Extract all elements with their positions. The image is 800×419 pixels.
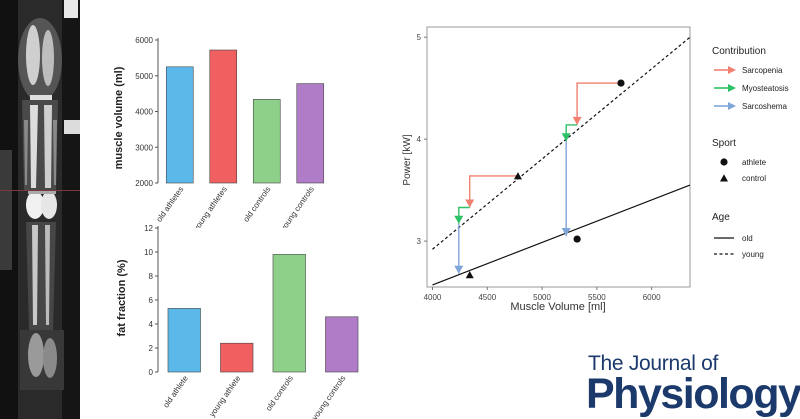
y-tick-label: 4 [149, 320, 154, 329]
bar-young-controls [296, 83, 325, 184]
y-tick-label: 4000 [135, 108, 153, 117]
y-tick-label: 5 [417, 33, 422, 42]
x-tick-label: young athlete [207, 374, 242, 419]
bar-young-controls [325, 316, 359, 373]
y-tick-label: 4 [417, 135, 422, 144]
contribution-arrowhead [454, 215, 464, 224]
legend-sport-label: control [742, 174, 766, 183]
power-vs-muscle-volume-chart: 4000 4500 5000 5500 6000 3 4 5 Muscle Volume [m… [402, 26, 789, 313]
chart3-legend: Contribution Sarcopenia Myosteatosis Sarcos… [712, 46, 789, 259]
x-tick-label: 4500 [478, 293, 496, 302]
control-point [513, 172, 522, 180]
legend-sport-label: athlete [742, 158, 767, 167]
legend-sport-triangle [720, 174, 728, 182]
bar-old-controls [252, 99, 281, 184]
y-tick-label: 6 [149, 296, 154, 305]
contribution-arrowhead [561, 133, 571, 142]
legend-age-label: young [742, 250, 764, 259]
athlete-point [617, 79, 625, 87]
contribution-arrowhead [572, 116, 582, 125]
bar-young-athlete [220, 342, 254, 373]
bar-young-athletes [209, 49, 238, 184]
x-tick-label: old athlete [161, 374, 190, 410]
chart3-plot-area [426, 26, 691, 288]
legend-age-label: old [742, 234, 753, 243]
y-tick-label: 3 [417, 237, 422, 246]
legend-title-age: Age [712, 212, 730, 223]
journal-logo: The Journal of Physiology [586, 350, 800, 419]
x-tick-label: 6000 [643, 293, 661, 302]
journal-logo-line1: The Journal of [588, 352, 719, 375]
legend-title-contribution: Contribution [712, 46, 766, 57]
chart3-ylabel: Power [kW] [402, 134, 413, 185]
y-tick-label: 10 [144, 248, 153, 257]
fat-fraction-bar-chart: fat fraction (%) 0 2 4 6 8 10 12 old athlete yo… [116, 224, 359, 419]
y-tick-label: 2000 [135, 179, 153, 188]
mri-scan-image [0, 0, 80, 419]
y-tick-label: 2 [149, 344, 154, 353]
muscle-volume-bar-chart: muscle volume (ml) 20003000400050006000 … [113, 36, 325, 228]
y-tick-label: 5000 [135, 72, 153, 81]
bar-old-athletes [165, 66, 194, 184]
x-tick-label: young controls [310, 374, 347, 419]
legend-arrowhead [728, 66, 736, 74]
regression-line-old [432, 184, 691, 286]
legend-contribution-label: Sarcoshema [742, 102, 787, 111]
contribution-arrowhead [454, 265, 464, 274]
journal-logo-line2: Physiology [586, 370, 800, 418]
y-tick-label: 0 [149, 368, 154, 377]
y-tick-label: 8 [149, 272, 154, 281]
y-tick-label: 6000 [135, 36, 153, 45]
bar-old-controls [272, 254, 306, 373]
contribution-arrow-sarcopenia [576, 82, 621, 125]
x-tick-label: 5500 [588, 293, 606, 302]
athlete-point [573, 235, 581, 243]
y-tick-label: 3000 [135, 143, 153, 152]
chart1-ylabel: muscle volume (ml) [113, 66, 125, 169]
x-tick-label: 4000 [424, 293, 442, 302]
contribution-arrowhead [561, 228, 571, 237]
contribution-arrowhead [465, 199, 475, 208]
contribution-arrow-sarcopenia [469, 175, 518, 208]
x-tick-label: old controls [264, 374, 295, 413]
x-tick-label: 5000 [533, 293, 551, 302]
control-point [465, 270, 474, 279]
y-tick-label: 12 [144, 224, 153, 233]
bar-old-athlete [167, 308, 201, 373]
chart3-xlabel: Muscle Volume [ml] [510, 301, 605, 313]
legend-sport-circle [720, 158, 728, 166]
chart2-ylabel: fat fraction (%) [116, 259, 128, 336]
legend-contribution-label: Sarcopenia [742, 66, 783, 75]
legend-arrowhead [728, 84, 736, 92]
legend-arrowhead [728, 102, 736, 110]
legend-title-sport: Sport [712, 138, 736, 149]
regression-line-young [432, 36, 691, 250]
legend-contribution-label: Myosteatosis [742, 84, 789, 93]
